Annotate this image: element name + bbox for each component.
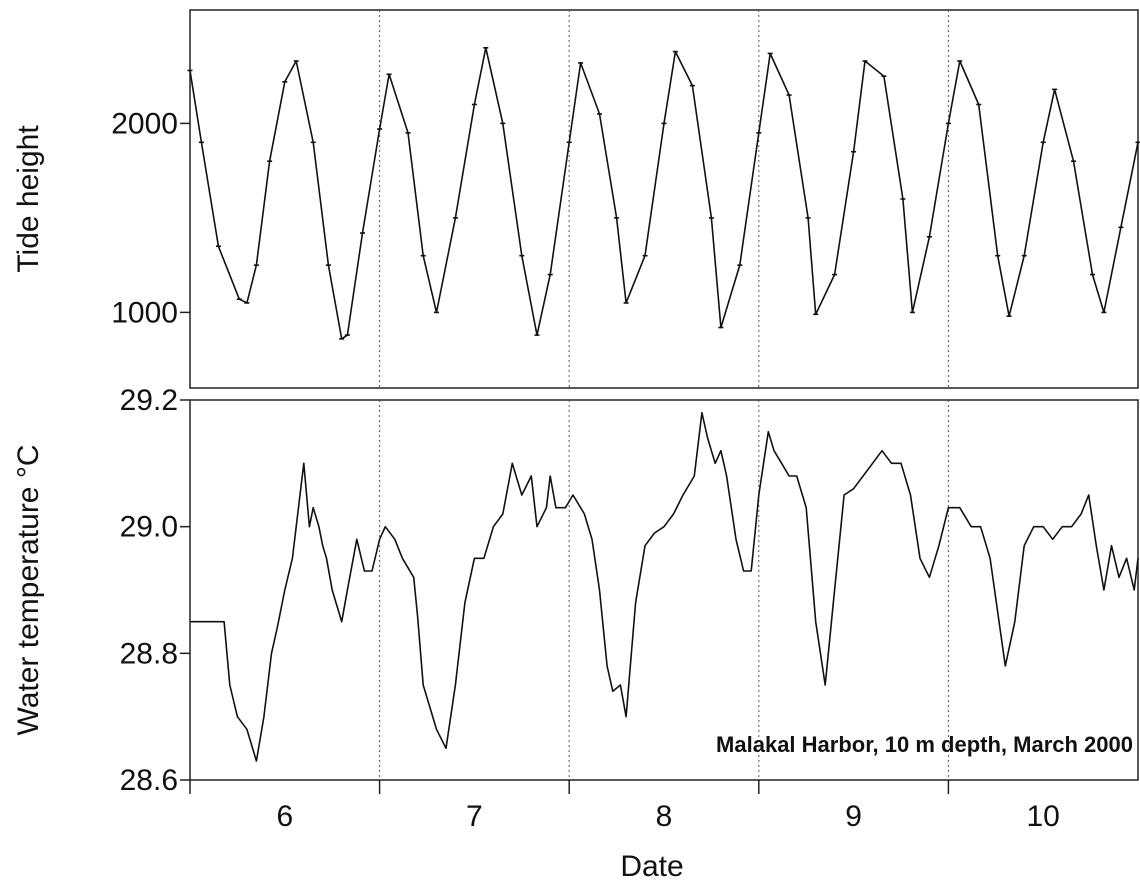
plot-frame: [189, 399, 1139, 781]
y-tick-label: 28.8: [120, 637, 178, 670]
x-tick-label: 9: [845, 800, 862, 833]
y-tick-label: 29.0: [120, 511, 178, 544]
x-tick-label: 8: [656, 800, 673, 833]
x-tick-label: 6: [276, 800, 293, 833]
y-tick-label: 28.6: [120, 764, 178, 797]
tide-height-line: [189, 46, 1139, 340]
water-temperature-line: [190, 411, 1139, 762]
y-axis-label: Water temperature °C: [12, 445, 45, 736]
y-tick-label: 2000: [111, 107, 178, 140]
y-tick-label: 29.2: [120, 384, 178, 417]
x-tick-label: 7: [466, 800, 483, 833]
x-axis-label: Date: [620, 850, 683, 882]
y-axis-label: Tide height: [12, 125, 45, 273]
water-temperature-panel: 28.6 28.8 29.0 29.2 Water temperature °C 6 7 8 9…: [12, 384, 1139, 833]
x-tick-label: 10: [1027, 800, 1060, 833]
y-tick-label: 1000: [111, 296, 178, 329]
chart-annotation: Malakal Harbor, 10 m depth, March 2000: [716, 732, 1133, 757]
tide-height-panel: 1000 2000 Tide height: [12, 9, 1140, 389]
plot-frame: [189, 9, 1139, 389]
